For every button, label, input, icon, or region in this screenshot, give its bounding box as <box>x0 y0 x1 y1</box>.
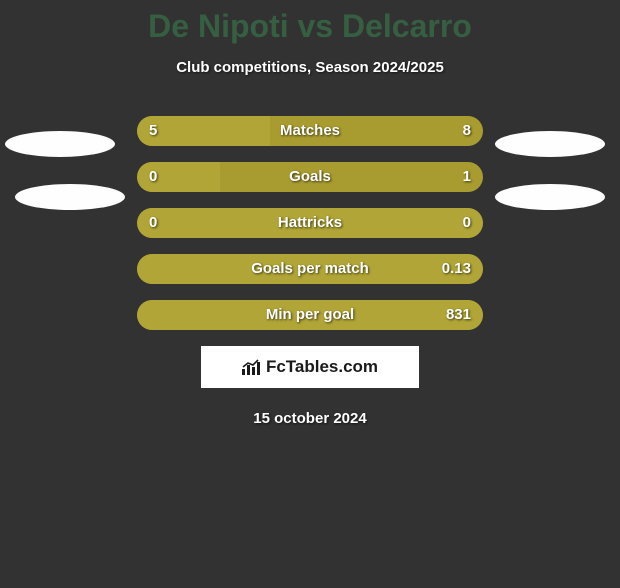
logo-text: FcTables.com <box>266 357 378 377</box>
stat-left-value: 0 <box>149 208 157 238</box>
stat-right-value: 0.13 <box>442 254 471 284</box>
stat-left-value: 5 <box>149 116 157 146</box>
club-crest-placeholder <box>495 184 605 210</box>
logo: FcTables.com <box>242 357 378 377</box>
stat-row: Goals per match0.13 <box>137 254 483 284</box>
stat-label: Matches <box>137 116 483 146</box>
player1-name: De Nipoti <box>148 8 288 44</box>
stat-label: Goals per match <box>137 254 483 284</box>
stat-right-value: 8 <box>463 116 471 146</box>
stat-left-value: 0 <box>149 162 157 192</box>
page-title: De Nipoti vs Delcarro <box>0 8 620 45</box>
stat-label: Goals <box>137 162 483 192</box>
logo-box: FcTables.com <box>201 346 419 388</box>
stat-right-value: 831 <box>446 300 471 330</box>
club-crest-placeholder <box>495 131 605 157</box>
stat-row: Hattricks0 0 <box>137 208 483 238</box>
player2-name: Delcarro <box>342 8 472 44</box>
stat-right-value: 0 <box>463 208 471 238</box>
stat-right-value: 1 <box>463 162 471 192</box>
date: 15 october 2024 <box>0 410 620 427</box>
stat-row: Matches5 8 <box>137 116 483 146</box>
chart-icon <box>242 359 262 375</box>
stat-row: Min per goal831 <box>137 300 483 330</box>
stat-row: Goals0 1 <box>137 162 483 192</box>
stat-label: Hattricks <box>137 208 483 238</box>
club-crest-placeholder <box>15 184 125 210</box>
subtitle: Club competitions, Season 2024/2025 <box>0 59 620 76</box>
vs-text: vs <box>298 8 334 44</box>
club-crest-placeholder <box>5 131 115 157</box>
stat-label: Min per goal <box>137 300 483 330</box>
